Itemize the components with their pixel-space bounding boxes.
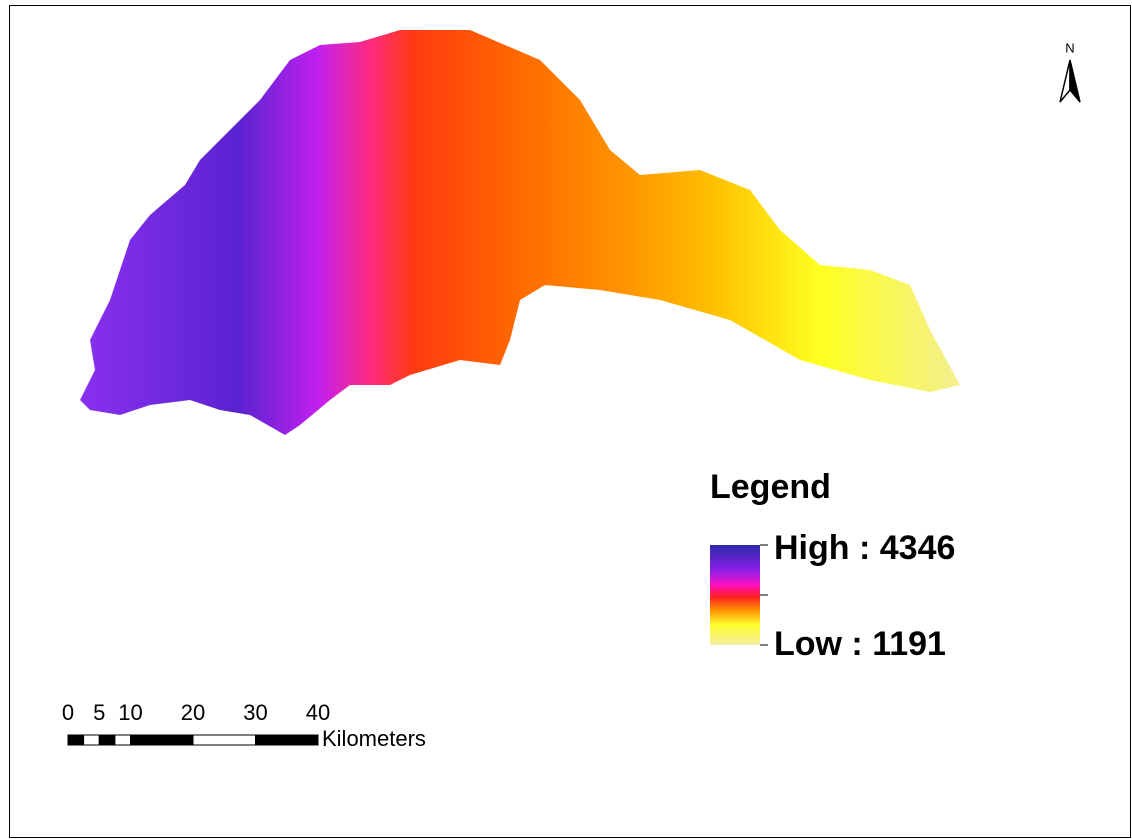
scale-segment bbox=[99, 735, 115, 745]
scale-unit: Kilometers bbox=[322, 726, 426, 751]
legend-title: Legend bbox=[710, 468, 831, 506]
legend-low: Low : 1191 bbox=[774, 625, 946, 663]
scale-tick-label: 30 bbox=[243, 700, 267, 725]
watershed-dem bbox=[80, 30, 960, 435]
scale-tick-label: 10 bbox=[118, 700, 142, 725]
scale-segment bbox=[84, 735, 100, 745]
scale-segment bbox=[131, 735, 194, 745]
scale-tick-label: 0 bbox=[62, 700, 74, 725]
scale-tick-label: 20 bbox=[181, 700, 205, 725]
north-label: N bbox=[1065, 40, 1074, 55]
color-ramp bbox=[710, 545, 760, 645]
scale-segment bbox=[256, 735, 319, 745]
legend: Legend High : 4346 Low : 1191 bbox=[710, 468, 955, 663]
scale-segment bbox=[193, 735, 256, 745]
arrow-right bbox=[1070, 60, 1080, 102]
scale-segment bbox=[68, 735, 84, 745]
north-arrow: N bbox=[1060, 40, 1080, 102]
scale-segment bbox=[115, 735, 131, 745]
legend-high: High : 4346 bbox=[774, 529, 955, 567]
scale-tick-label: 5 bbox=[93, 700, 105, 725]
arrow-left bbox=[1060, 60, 1070, 102]
map-layout: N Legend High : 4346 Low : 1191 05 10 20 30… bbox=[0, 0, 1132, 839]
scale-tick-label: 40 bbox=[306, 700, 330, 725]
